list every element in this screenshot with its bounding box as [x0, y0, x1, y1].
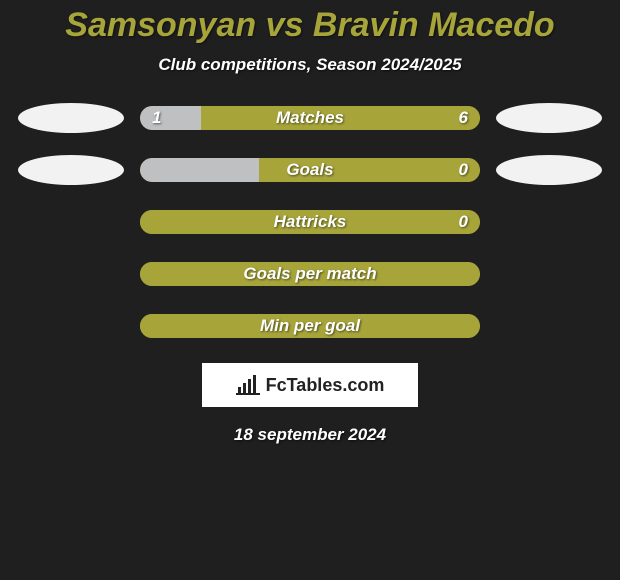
player-left-ellipse	[18, 155, 124, 185]
stat-bar: Matches16	[140, 106, 480, 130]
player-left-ellipse	[18, 103, 124, 133]
stat-bar-right-fill	[140, 210, 480, 234]
stat-bar-right-fill	[259, 158, 480, 182]
player-left-ellipse	[18, 207, 124, 237]
page-title: Samsonyan vs Bravin Macedo	[65, 6, 554, 45]
attribution-text: FcTables.com	[266, 375, 385, 396]
player-left-ellipse	[18, 259, 124, 289]
stat-rows: Matches16 Goals0 Hattricks0 Goals per match…	[0, 103, 620, 341]
stat-row: Goals0	[6, 155, 614, 185]
player-right-ellipse	[496, 103, 602, 133]
comparison-infographic: Samsonyan vs Bravin Macedo Club competit…	[0, 0, 620, 580]
player-right-ellipse	[496, 207, 602, 237]
player-right-ellipse	[496, 155, 602, 185]
stat-row: Matches16	[6, 103, 614, 133]
stat-bar: Goals per match	[140, 262, 480, 286]
stat-bar-left-fill	[140, 158, 259, 182]
attribution-badge: FcTables.com	[202, 363, 418, 407]
stat-row: Goals per match	[6, 259, 614, 289]
page-subtitle: Club competitions, Season 2024/2025	[158, 55, 461, 75]
player-right-ellipse	[496, 311, 602, 341]
stat-bar-right-fill	[140, 262, 480, 286]
stat-bar-right-fill	[140, 314, 480, 338]
stat-row: Min per goal	[6, 311, 614, 341]
generation-date: 18 september 2024	[234, 425, 386, 445]
player-left-ellipse	[18, 311, 124, 341]
stat-bar: Hattricks0	[140, 210, 480, 234]
player-right-ellipse	[496, 259, 602, 289]
stat-row: Hattricks0	[6, 207, 614, 237]
stat-bar: Goals0	[140, 158, 480, 182]
stat-bar-right-fill	[201, 106, 480, 130]
stat-bar: Min per goal	[140, 314, 480, 338]
stat-bar-left-fill	[140, 106, 201, 130]
bar-chart-icon	[236, 375, 260, 395]
